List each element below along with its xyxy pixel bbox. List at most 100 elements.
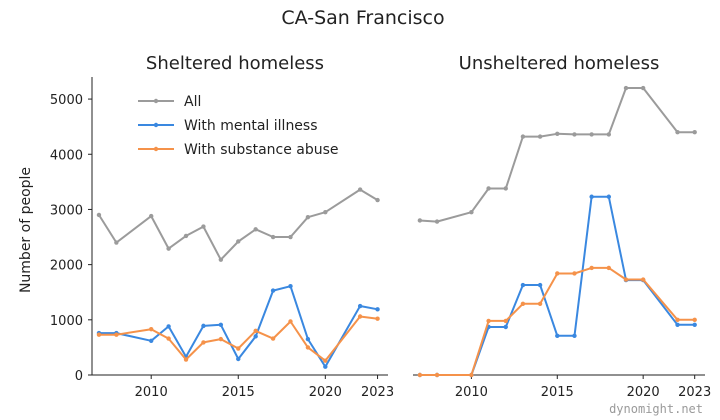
data-point [305,336,311,342]
data-point [166,336,171,341]
data-point [201,323,206,329]
data-point [520,301,526,307]
data-point [692,129,697,135]
legend-swatch-marker [153,98,159,104]
data-point [166,324,171,329]
legend-entry: All [138,94,201,110]
series-all [417,85,697,224]
x-tick-label: 2020 [309,385,342,400]
watermark: dynomight.net [609,402,703,416]
data-point [270,288,276,293]
data-point [288,283,293,289]
data-point [375,197,380,203]
x-tick-label: 2015 [222,385,255,400]
x-tick-label: 2010 [135,385,168,400]
data-point [357,314,363,319]
data-point [96,332,102,337]
data-point [520,282,526,288]
data-point [503,318,508,324]
data-point [675,317,680,323]
data-point [305,345,311,350]
data-point [183,357,189,362]
series-with-mental-illness [96,283,380,369]
legend-swatch-marker [153,122,159,128]
data-point [357,187,363,192]
data-point [253,328,258,334]
data-point [675,322,680,327]
legend-label: With mental illness [184,118,318,134]
data-point [640,85,646,91]
chart-panels: Sheltered homeless 0 1000 2000 3000 4000 5000 2… [50,53,711,400]
data-point [375,316,380,321]
data-point [486,186,491,191]
data-point [606,132,612,137]
series-line [419,87,695,223]
legend-swatch-marker [153,146,159,152]
data-point [149,326,154,332]
data-point [270,234,276,240]
y-tick-label: 5000 [50,93,83,108]
data-point [183,233,189,239]
y-tick-label: 1000 [50,314,83,329]
data-point [201,340,206,345]
data-point [288,234,293,240]
series-with-substance-abuse [96,314,380,363]
x-tick-label: 2015 [541,385,574,400]
data-point [218,257,224,262]
data-point [323,210,328,215]
data-point [503,186,508,191]
series-with-substance-abuse [417,265,697,378]
data-point [218,336,224,342]
data-point [572,271,577,276]
y-tick-label: 0 [75,369,83,384]
data-point [417,218,423,223]
data-point [520,134,526,139]
x-tick-label: 2020 [627,385,660,400]
series-line [419,266,695,376]
data-point [149,338,154,343]
data-point [236,356,241,362]
data-point [692,322,697,327]
data-point [417,372,423,378]
data-point [572,132,577,137]
data-point [503,324,508,330]
legend-entry: With substance abuse [138,142,339,158]
data-point [375,307,380,312]
data-point [555,131,560,137]
data-point [555,333,560,339]
data-point [606,265,612,271]
legend-label: With substance abuse [184,142,339,158]
data-point [236,239,241,244]
panel-subtitle: Unsheltered homeless [459,53,660,74]
x-tick-label: 2023 [678,385,711,400]
data-point [323,358,328,363]
data-point [537,282,543,288]
data-point [218,322,224,327]
series-line [98,188,379,261]
data-point [537,301,543,307]
data-point [114,332,119,337]
data-point [357,303,363,309]
data-point [623,85,629,91]
data-point [434,372,440,378]
data-point [201,224,206,229]
y-tick-label: 3000 [50,203,83,218]
series-with-mental-illness [417,194,697,378]
x-tick-label: 2023 [361,385,394,400]
data-point [253,334,258,339]
data-point [114,240,119,245]
series-all [96,187,380,262]
data-point [270,336,276,341]
legend: All With mental illness With substance abu… [138,94,339,158]
panel-2: Unsheltered homeless 2010 2015 2020 2023 [413,53,711,400]
data-point [572,333,577,339]
data-point [486,318,491,324]
data-point [692,317,697,323]
data-point [323,364,328,369]
data-point [589,194,594,199]
data-point [253,227,258,232]
data-point [166,246,171,251]
data-point [96,212,102,218]
y-axis-label: Number of people [18,167,34,293]
